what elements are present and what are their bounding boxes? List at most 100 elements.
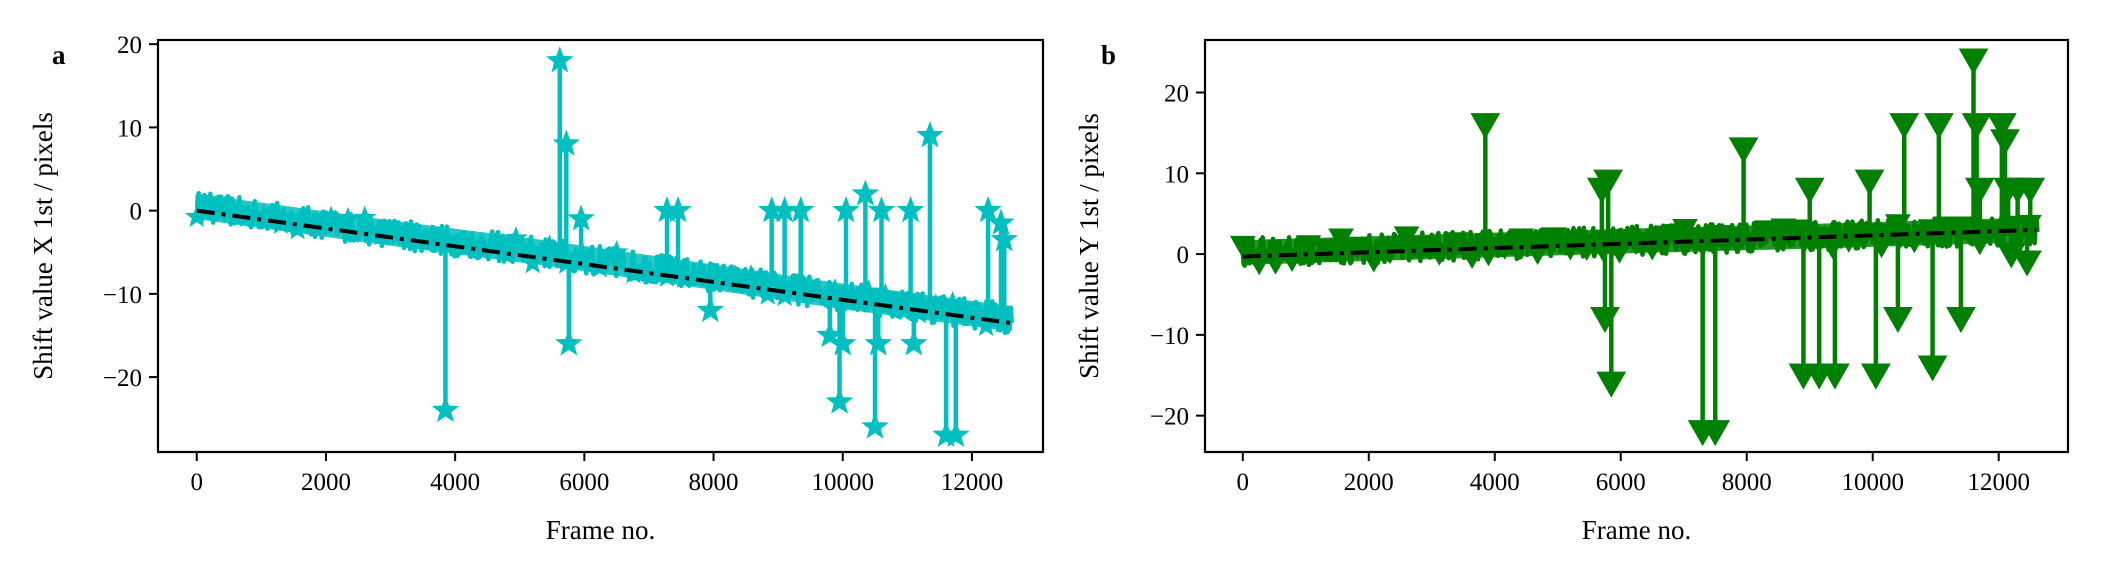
band-marker [252,203,276,227]
band-marker [1475,243,1502,267]
band-marker [1950,216,1977,239]
outlier-marker-22 [1986,113,2017,140]
outlier-marker-20 [900,329,928,356]
x-tick-label: 4000 [1470,469,1520,496]
outlier-marker-2 [1590,307,1620,334]
x-tick-label: 0 [191,469,204,496]
outlier-marker-24 [974,196,1002,223]
y-tick-label: −10 [1150,323,1189,350]
outlier-marker-15 [1889,113,1920,140]
band-marker [1262,252,1289,275]
chart-panel-a: 0 2000 4000 6000 8000 10000 12000 20 10 0 −10 −20 Fr… [28,32,1045,545]
outlier-marker-13 [832,196,860,223]
outlier-marker-4 [1596,371,1627,398]
x-tick-label: 10000 [811,469,874,496]
y-axis-label: Shift value X 1st / pixels [28,112,58,380]
x-tick-label: 6000 [559,469,609,496]
series-band-envelope [196,193,1011,332]
outlier-marker-19 [896,196,925,223]
band-marker [604,239,629,263]
outlier-marker-28 [2015,177,2046,204]
plot-area [184,46,1018,448]
x-axis-label: Frame no. [1582,515,1691,545]
outlier-marker-1 [546,46,574,73]
band-marker [1229,235,1256,259]
outlier-marker-3 [1593,169,1624,196]
band-marker [487,230,511,254]
outlier-marker-11 [1820,363,1850,390]
outlier-marker-21 [1964,177,1995,204]
outlier-marker-0 [431,395,460,423]
band-marker [873,282,898,306]
outlier-marker-26 [990,225,1018,252]
band-marker [739,264,763,287]
y-tick-label: −10 [103,282,142,309]
x-tick-label: 12000 [1967,469,2030,496]
outlier-marker-14 [1883,307,1913,334]
band-marker [453,234,478,258]
outlier-marker-18 [867,196,896,223]
band-marker [1770,218,1797,241]
outlier-marker-14 [829,329,857,356]
outlier-marker-23 [1990,129,2020,156]
outlier-marker-13 [1861,363,1891,390]
y-tick-label: 20 [1164,81,1189,108]
band-marker [537,234,562,257]
band-marker [1246,252,1273,276]
outlier-marker-9 [1794,177,1825,204]
outlier-marker-21 [916,121,944,148]
band-marker [940,290,965,314]
outlier-marker-17 [1923,113,1954,140]
band-marker [1360,250,1387,273]
x-tick-label: 0 [1237,469,1250,496]
outlier-marker-12 [825,387,854,414]
outlier-marker-0 [1470,113,1501,140]
band-marker [386,223,411,246]
band-marker [823,277,847,301]
outlier-marker-27 [2012,250,2042,277]
axes-frame [156,38,1045,454]
outlier-marker-16 [1917,355,1948,382]
band-marker [957,304,982,328]
band-marker [1508,228,1535,252]
outlier-marker-19 [1958,48,1989,75]
x-axis-label: Frame no. [546,515,655,545]
y-tick-label: 10 [117,115,142,142]
band-marker [856,279,881,302]
y-tick-label: 0 [130,199,143,226]
band-marker [520,250,545,274]
outlier-marker-7 [696,296,725,323]
panel-label: a [52,40,66,70]
band-marker [218,198,243,221]
outlier-marker-23 [942,420,970,448]
band-marker [1754,220,1780,243]
x-tick-label: 12000 [941,469,1004,496]
band-marker [302,212,327,236]
y-tick-label: −20 [103,365,142,392]
panel-label: b [1101,40,1116,70]
outlier-marker-17 [864,329,892,356]
outlier-marker-12 [1854,169,1885,196]
x-tick-label: 8000 [689,469,739,496]
x-tick-label: 6000 [1596,469,1646,496]
band-marker [1344,236,1371,260]
outlier-marker-6 [664,196,692,223]
band-marker [1311,238,1338,262]
band-marker [420,223,444,247]
trend-line [1242,227,2037,259]
outlier-marker-25 [987,208,1015,235]
outlier-marker-3 [555,329,583,356]
y-tick-label: 10 [1164,161,1189,188]
y-tick-label: −20 [1150,404,1189,431]
y-tick-label: 20 [117,32,142,59]
outlier-marker-7 [1728,137,1759,164]
outlier-marker-16 [861,412,889,439]
band-marker [705,267,730,290]
outlier-marker-18 [1946,307,1976,334]
outlier-marker-6 [1700,420,1731,447]
x-tick-label: 2000 [1344,469,1394,496]
outlier-marker-4 [567,204,595,231]
band-marker [1688,227,1715,251]
outlier-marker-15 [851,179,880,206]
trend-line [196,208,1011,325]
